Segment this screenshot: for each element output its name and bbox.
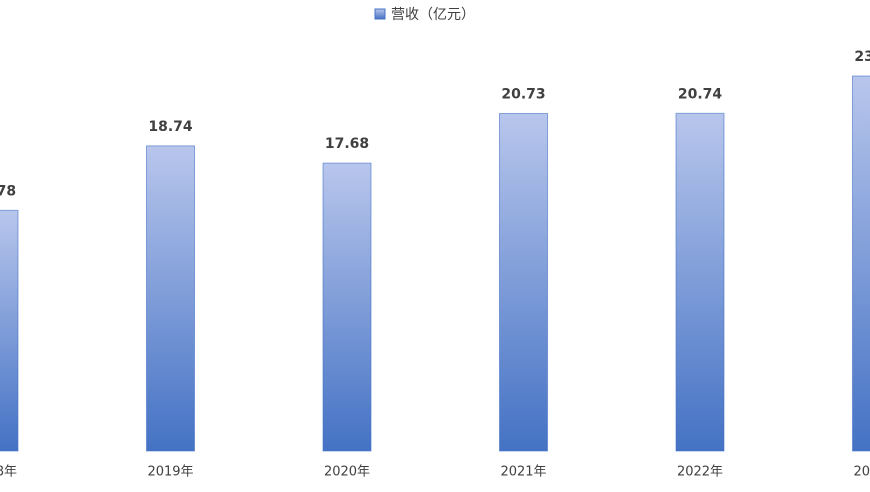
legend-label: 营收（亿元） (391, 7, 475, 23)
value-label: 18.74 (148, 119, 193, 135)
value-label: 14.78 (0, 183, 16, 199)
value-label: 23.03 (854, 49, 870, 65)
x-tick-label: 2023年 (853, 465, 870, 480)
bar (146, 145, 195, 452)
value-label: 20.74 (678, 86, 723, 102)
x-tick-label: 2018年 (0, 465, 17, 480)
x-tick-label: 2020年 (324, 465, 370, 480)
bar (322, 162, 372, 452)
bar (0, 209, 19, 452)
bar (499, 112, 548, 452)
value-label: 17.68 (325, 136, 369, 152)
x-tick-label: 2021年 (500, 465, 546, 480)
x-tick-label: 2019年 (147, 465, 193, 480)
x-tick-label: 2022年 (677, 465, 723, 480)
bar (675, 112, 725, 452)
value-label: 20.73 (501, 86, 545, 102)
legend-swatch (374, 8, 386, 20)
bar (852, 75, 870, 452)
